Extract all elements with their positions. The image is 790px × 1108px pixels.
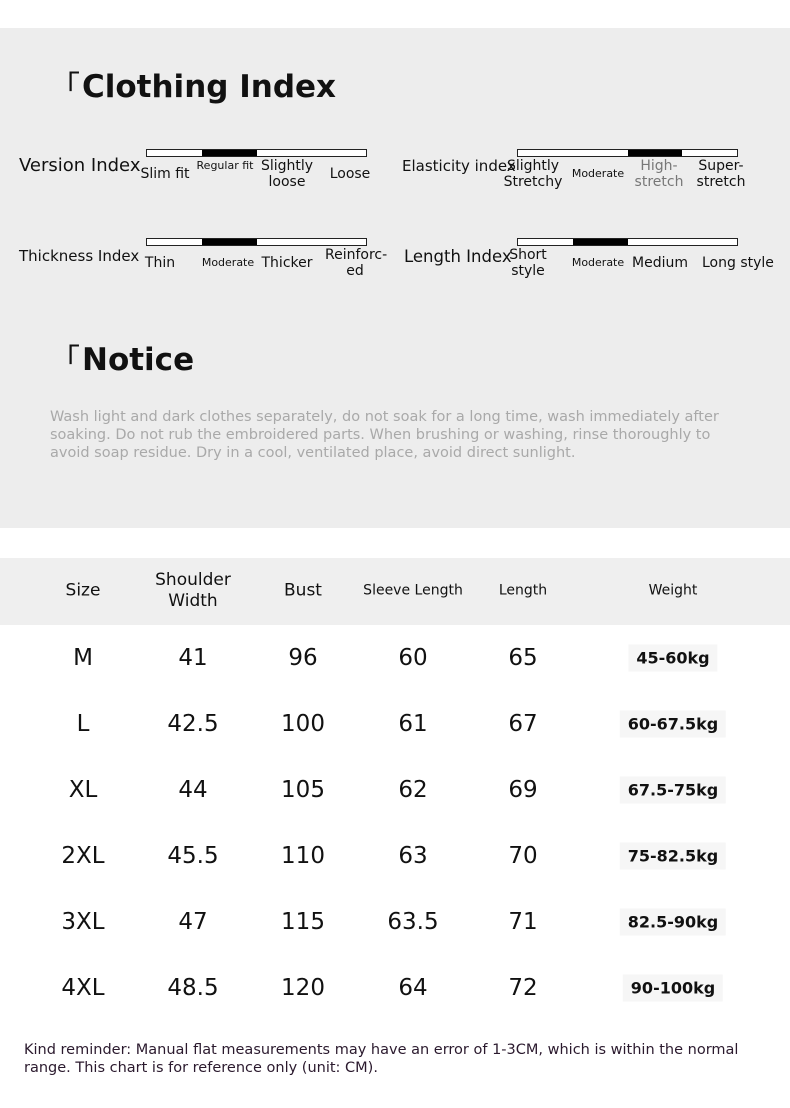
size-cell: M (73, 645, 93, 671)
table-cell: 60-67.5kg (619, 710, 727, 738)
table-cell: 90-100kg (622, 974, 724, 1002)
table-cell: 110 (281, 843, 325, 869)
table-cell: 48.5 (167, 975, 219, 1001)
table-cell: 96 (288, 645, 318, 671)
table-cell: 72 (508, 975, 538, 1001)
scale-segment (518, 239, 573, 245)
scale-segment (682, 150, 737, 156)
column-header: Shoulder Width (155, 570, 231, 611)
scale-segment-selected (201, 150, 257, 156)
clothing-index-title: 「Clothing Index (50, 69, 337, 105)
index-option: Slightly Stretchy (503, 158, 563, 190)
table-cell: 44 (178, 777, 208, 803)
table-cell: 47 (178, 909, 208, 935)
index-option: Moderate (571, 256, 625, 269)
column-header: Weight (648, 582, 698, 599)
scale-segment (311, 239, 366, 245)
index-label: Version Index (19, 155, 141, 176)
scale-segment (628, 239, 683, 245)
index-scale-bar (517, 149, 738, 157)
table-cell: 71 (508, 909, 538, 935)
table-header (0, 558, 790, 625)
table-cell: 67 (508, 711, 538, 737)
size-cell: 2XL (61, 843, 105, 869)
size-cell: 4XL (61, 975, 105, 1001)
index-option: Moderate (571, 167, 625, 180)
index-option: Long style (702, 255, 774, 271)
table-cell: 82.5-90kg (619, 908, 727, 936)
notice-text: Wash light and dark clothes separately, … (50, 409, 719, 461)
table-cell: 115 (281, 909, 325, 935)
table-cell: 69 (508, 777, 538, 803)
index-option: Medium (632, 255, 688, 271)
table-cell: 105 (281, 777, 325, 803)
index-option: Slim fit (140, 166, 190, 182)
table-cell: 63 (398, 843, 428, 869)
scale-segment-selected (572, 239, 628, 245)
index-option: Super-stretch (696, 158, 746, 190)
index-option: Slightly loose (260, 158, 314, 190)
scale-segment-selected (627, 150, 683, 156)
table-cell: 75-82.5kg (619, 842, 727, 870)
size-cell: L (76, 711, 90, 737)
size-cell: 3XL (61, 909, 105, 935)
scale-segment (682, 239, 737, 245)
index-scale-bar (146, 238, 367, 246)
scale-segment (311, 150, 366, 156)
scale-segment-selected (201, 239, 257, 245)
index-scale-bar (146, 149, 367, 157)
column-header: Bust (284, 580, 322, 601)
index-option: Moderate (201, 256, 255, 269)
index-option: Reinforc-ed (325, 247, 388, 279)
table-cell: 62 (398, 777, 428, 803)
table-cell: 64 (398, 975, 428, 1001)
index-option: Thicker (261, 255, 313, 271)
column-header: Sleeve Length (363, 582, 463, 599)
table-cell: 41 (178, 645, 208, 671)
scale-segment (257, 239, 312, 245)
scale-segment (147, 150, 202, 156)
table-cell: 61 (398, 711, 428, 737)
index-option: Loose (329, 166, 371, 182)
notice-title: 「Notice (50, 342, 195, 378)
table-cell: 42.5 (167, 711, 219, 737)
index-option: High-stretch (634, 158, 684, 190)
index-label: Length Index (404, 247, 512, 266)
table-cell: 70 (508, 843, 538, 869)
table-cell: 45-60kg (628, 644, 718, 672)
column-header: Size (65, 580, 101, 601)
table-cell: 67.5-75kg (619, 776, 727, 804)
index-option: Short style (509, 247, 547, 279)
info-panel (0, 28, 790, 528)
size-cell: XL (68, 777, 98, 803)
index-option: Regular fit (196, 159, 254, 172)
table-cell: 100 (281, 711, 325, 737)
column-header: Length (498, 582, 548, 599)
scale-segment (518, 150, 573, 156)
table-cell: 65 (508, 645, 538, 671)
index-option: Thin (144, 255, 176, 271)
table-cell: 45.5 (167, 843, 219, 869)
index-label: Elasticity index (402, 157, 516, 175)
table-cell: 120 (281, 975, 325, 1001)
table-cell: 60 (398, 645, 428, 671)
footer-reminder: Kind reminder: Manual flat measurements … (24, 1042, 739, 1076)
index-label: Thickness Index (19, 247, 140, 265)
scale-segment (573, 150, 628, 156)
scale-segment (257, 150, 312, 156)
index-scale-bar (517, 238, 738, 246)
scale-segment (147, 239, 202, 245)
table-cell: 63.5 (387, 909, 439, 935)
